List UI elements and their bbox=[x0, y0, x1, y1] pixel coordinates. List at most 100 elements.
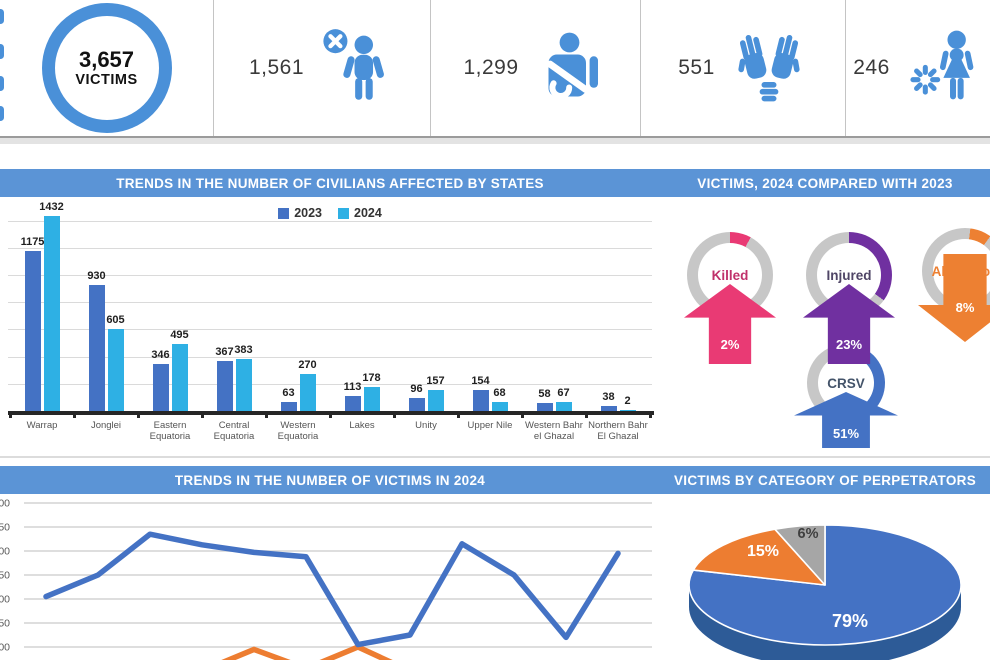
bar-2024 bbox=[107, 328, 124, 411]
bar-2024 bbox=[171, 343, 188, 411]
axis-tick bbox=[393, 411, 396, 418]
bar-2023 bbox=[472, 390, 489, 411]
bar-value-label: 605 bbox=[106, 313, 125, 326]
y-tick-label: 150 bbox=[0, 618, 10, 630]
bar-value-label: 157 bbox=[426, 374, 445, 387]
injured-person-icon bbox=[546, 32, 598, 99]
bar-value-label: 63 bbox=[282, 387, 295, 400]
bar-2023 bbox=[24, 251, 41, 411]
victims-trend-line-chart: 400 350 300 250 200 150 100 bbox=[0, 498, 652, 660]
banner-divider bbox=[640, 0, 641, 136]
bar-category-label: Western Equatoria bbox=[277, 420, 319, 443]
total-victims-label: VICTIMS bbox=[75, 71, 138, 88]
perpetrators-chart-title: VICTIMS BY CATEGORY OF PERPETRATORS bbox=[673, 472, 977, 488]
total-victims-circle: 3,657 VICTIMS bbox=[41, 3, 172, 133]
section-divider-line bbox=[0, 456, 990, 458]
bar-gridline bbox=[8, 275, 652, 276]
percent-change-injured: 23% bbox=[835, 337, 863, 352]
bar-value-label: 67 bbox=[557, 386, 570, 399]
bar-value-label: 1432 bbox=[39, 201, 64, 214]
legend-label: 2024 bbox=[354, 206, 382, 220]
stats-banner: 3,657 VICTIMS 1,561 1,299 bbox=[0, 0, 990, 138]
pie-label-79%: 79% bbox=[832, 611, 868, 631]
bar-2023 bbox=[216, 361, 233, 411]
legend-swatch bbox=[278, 207, 290, 219]
legend-item: 2024 bbox=[338, 206, 382, 220]
perpetrators-pie-chart: 79% 15% 6% bbox=[688, 524, 962, 660]
legend-item: 2023 bbox=[278, 206, 322, 220]
legend-swatch bbox=[338, 207, 349, 219]
series-line-secondary bbox=[221, 644, 393, 660]
bar-2024 bbox=[299, 374, 316, 411]
axis-tick bbox=[73, 411, 76, 418]
series-line-victims-2024 bbox=[43, 531, 621, 648]
banner-divider bbox=[213, 0, 214, 136]
bar-value-label: 495 bbox=[170, 328, 189, 341]
bar-value-label: 68 bbox=[493, 386, 506, 399]
bar-gridline bbox=[8, 220, 652, 222]
crsv-value: 246 bbox=[853, 56, 890, 79]
y-tick-label: 350 bbox=[0, 522, 10, 534]
bar-category-label: Warrap bbox=[26, 420, 58, 431]
bar-value-label: 38 bbox=[602, 390, 615, 403]
pie-slice-15% bbox=[692, 528, 826, 586]
bar-2024 bbox=[363, 386, 380, 411]
bar-gridline bbox=[8, 247, 652, 249]
axis-tick bbox=[521, 411, 524, 418]
states-bar-chart: 2023 2024 1175 1432 Warrap 930 605 Jonglei 346 4… bbox=[0, 196, 660, 456]
bar-value-label: 2 bbox=[624, 395, 631, 407]
banner-divider bbox=[845, 0, 846, 136]
donut-label-crsv: CRSV bbox=[827, 375, 865, 391]
y-tick-label: 400 bbox=[0, 498, 10, 510]
axis-tick bbox=[265, 411, 268, 418]
axis-tick bbox=[457, 411, 460, 418]
bar-category-label: Central Equatoria bbox=[213, 420, 255, 443]
killed-person-icon bbox=[323, 29, 384, 100]
axis-tick bbox=[137, 411, 140, 418]
comparison-title: VICTIMS, 2024 COMPARED WITH 2023 bbox=[697, 175, 953, 191]
donut-label-killed: Killed bbox=[711, 267, 749, 283]
bar-2024 bbox=[491, 401, 508, 411]
pie-slice-6% bbox=[774, 524, 826, 586]
section-header-row-1: TRENDS IN THE NUMBER OF CIVILIANS AFFECT… bbox=[0, 169, 990, 197]
bar-value-label: 113 bbox=[343, 380, 362, 393]
total-victims-value: 3,657 bbox=[78, 47, 135, 73]
bar-2024 bbox=[427, 389, 444, 411]
bar-2023 bbox=[344, 395, 361, 411]
axis-tick bbox=[649, 411, 652, 418]
pie-label-6%: 6% bbox=[798, 526, 819, 542]
bar-value-label: 154 bbox=[471, 375, 490, 388]
axis-tick bbox=[201, 411, 204, 418]
abducted-value: 551 bbox=[678, 56, 715, 79]
bar-2023 bbox=[152, 363, 169, 411]
stat-total-victims: 3,657 VICTIMS bbox=[0, 0, 213, 136]
bar-category-label: Upper Nile bbox=[467, 420, 513, 431]
bar-category-label: Lakes bbox=[349, 420, 375, 431]
bar-2023 bbox=[536, 403, 553, 411]
section-header-row-2: TRENDS IN THE NUMBER OF VICTIMS IN 2024 … bbox=[0, 466, 990, 494]
bar-category-label: Western Bahr el Ghazal bbox=[525, 420, 583, 443]
bar-chart-legend: 2023 2024 bbox=[230, 206, 430, 220]
bar-2023 bbox=[280, 402, 297, 411]
bar-gridline bbox=[8, 329, 652, 331]
stat-killed: 1,561 bbox=[213, 0, 430, 136]
y-tick-label: 300 bbox=[0, 546, 10, 558]
bar-category-label: Unity bbox=[415, 420, 437, 431]
axis-tick bbox=[9, 411, 12, 418]
banner-bottom-strip bbox=[0, 138, 990, 144]
killed-value: 1,561 bbox=[248, 56, 305, 79]
legend-label: 2023 bbox=[294, 206, 322, 220]
bar-gridline bbox=[8, 302, 652, 304]
axis-tick bbox=[329, 411, 332, 418]
bar-value-label: 367 bbox=[215, 346, 234, 359]
percent-change-crsv: 51% bbox=[832, 426, 860, 441]
bar-value-label: 930 bbox=[87, 269, 106, 282]
bar-2024 bbox=[43, 216, 60, 411]
crsv-woman-icon bbox=[910, 30, 974, 100]
y-tick-label: 200 bbox=[0, 594, 10, 606]
stat-abducted: 551 bbox=[640, 0, 845, 136]
bar-gridline bbox=[8, 356, 652, 358]
bar-value-label: 58 bbox=[538, 388, 551, 401]
bar-value-label: 1175 bbox=[20, 236, 45, 249]
